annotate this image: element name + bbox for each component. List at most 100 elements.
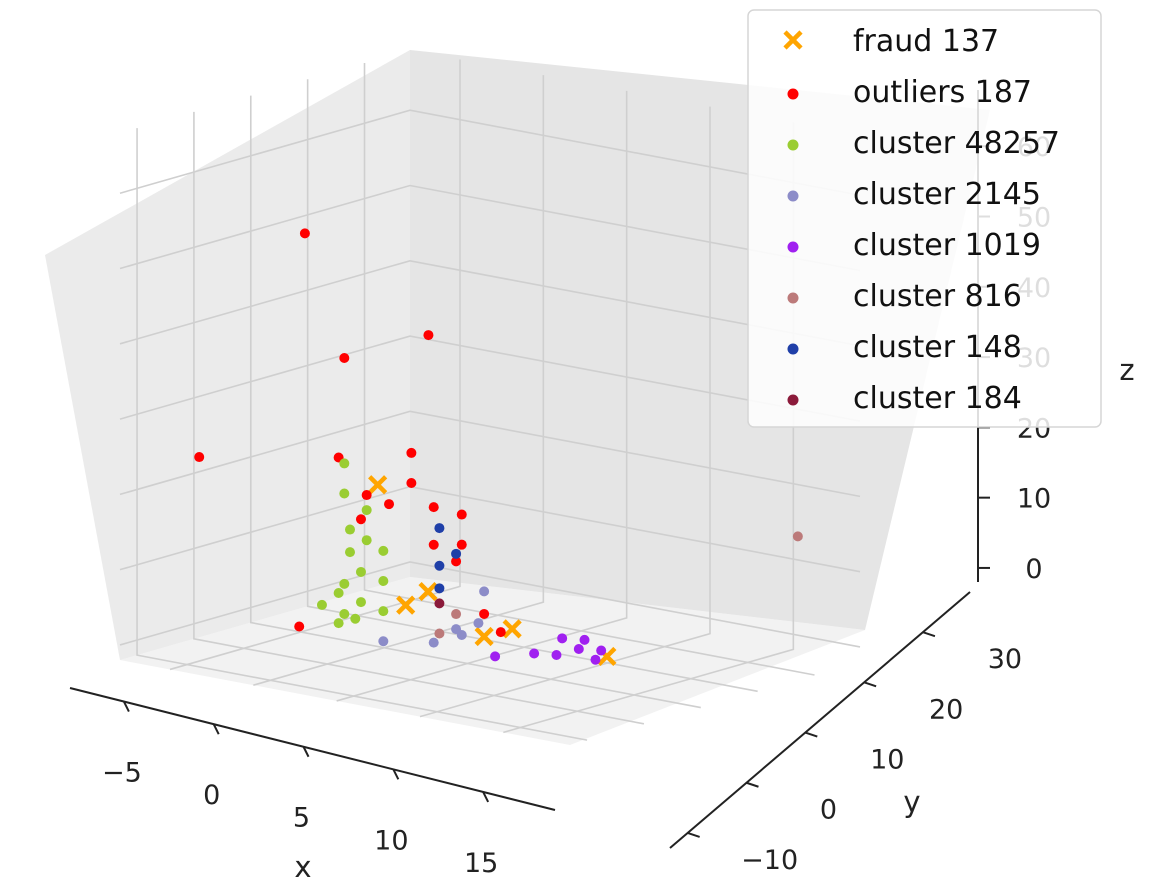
data-point <box>339 488 350 499</box>
data-point <box>573 644 584 655</box>
legend-label: cluster 1019 <box>853 228 1041 263</box>
data-point <box>596 645 607 656</box>
data-point <box>361 535 372 546</box>
grid-line-y <box>136 128 588 741</box>
x-axis-label: x <box>294 850 311 884</box>
legend-entry: fraud 137 <box>783 24 999 59</box>
y-tick-mark <box>746 781 759 788</box>
y-tick-label: 20 <box>929 694 963 725</box>
grid-line-z <box>119 561 861 648</box>
data-point <box>434 598 445 609</box>
data-point <box>479 608 490 619</box>
grid-line-z <box>119 259 861 347</box>
data-point <box>792 531 803 542</box>
legend-label: cluster 148 <box>853 330 1022 365</box>
data-point <box>456 509 467 520</box>
legend-marker <box>787 139 799 151</box>
x-tick-mark <box>122 701 130 713</box>
data-point <box>490 651 501 662</box>
x-tick-mark <box>392 768 400 780</box>
data-point <box>339 458 350 469</box>
data-point <box>339 608 350 619</box>
data-point <box>456 539 467 550</box>
data-point <box>434 628 445 639</box>
left-wall-pane <box>45 50 410 660</box>
grid-line-x <box>253 75 545 686</box>
data-point <box>495 627 506 638</box>
data-point-x-marker <box>502 619 522 639</box>
grid-line-z <box>119 410 861 498</box>
data-point <box>428 637 439 648</box>
data-point <box>345 547 355 558</box>
grid-line-z <box>119 109 861 197</box>
y-tick-mark <box>804 731 818 738</box>
x-tick-mark <box>302 746 310 758</box>
series-3 <box>378 586 490 648</box>
z-tick-label: 10 <box>1017 484 1051 515</box>
data-point <box>378 576 389 587</box>
y-tick-label: −10 <box>741 845 798 876</box>
series-0 <box>368 475 617 667</box>
data-point <box>299 228 310 239</box>
x-tick-label: 0 <box>203 780 220 811</box>
data-point <box>378 545 389 556</box>
y-tick-label: 30 <box>988 644 1022 675</box>
series-7 <box>434 598 445 609</box>
data-point <box>339 578 350 589</box>
legend-label: cluster 48257 <box>853 126 1060 161</box>
floor-pane <box>120 577 865 745</box>
data-point <box>451 556 462 567</box>
series-6 <box>434 523 462 594</box>
legend-entry: cluster 184 <box>787 381 1022 416</box>
data-point <box>361 490 372 501</box>
data-point <box>479 586 490 597</box>
legend-box <box>747 9 1102 428</box>
legend-label: fraud 137 <box>853 24 999 59</box>
grid-line-x <box>169 59 461 671</box>
data-point <box>355 597 366 608</box>
z-tick-label: 0 <box>1025 554 1042 585</box>
data-point <box>406 478 417 489</box>
data-point <box>579 634 590 645</box>
grid-line-y <box>193 111 645 725</box>
data-point <box>406 447 417 458</box>
legend-label: outliers 187 <box>853 75 1032 110</box>
legend: fraud 137 outliers 187 cluster 48257 cluste… <box>747 9 1102 428</box>
data-point <box>378 606 389 617</box>
legend-entry: cluster 2145 <box>787 177 1041 212</box>
legend-entry: outliers 187 <box>787 75 1032 110</box>
y-axis-label: y <box>903 785 920 819</box>
data-point-x-marker <box>474 626 494 647</box>
legend-marker <box>787 241 799 253</box>
x-tick-label: 10 <box>374 825 408 856</box>
data-point <box>428 502 439 513</box>
grid-line-z <box>119 184 861 272</box>
data-point <box>361 505 372 516</box>
legend-marker <box>787 88 799 100</box>
data-point <box>529 648 540 659</box>
data-point <box>428 539 439 550</box>
data-point-x-marker <box>418 581 438 602</box>
data-point <box>451 609 462 620</box>
legend-label: cluster 184 <box>853 381 1022 416</box>
data-point <box>355 566 366 577</box>
data-point <box>590 654 601 665</box>
data-point <box>423 330 434 341</box>
data-point <box>350 613 361 624</box>
legend-marker <box>787 394 799 406</box>
series-1 <box>194 228 506 638</box>
series-5 <box>434 531 803 639</box>
legend-marker <box>787 190 799 202</box>
data-point <box>378 636 389 647</box>
y-tick-mark <box>687 831 700 838</box>
data-point <box>316 599 327 610</box>
data-point <box>451 548 462 559</box>
data-point <box>551 650 562 661</box>
data-point-x-marker <box>368 475 388 495</box>
data-point <box>333 588 344 599</box>
data-point <box>434 583 445 594</box>
y-tick-label: 0 <box>820 795 837 826</box>
data-point <box>434 560 445 571</box>
x-tick-mark <box>212 723 220 735</box>
data-point <box>194 452 205 463</box>
